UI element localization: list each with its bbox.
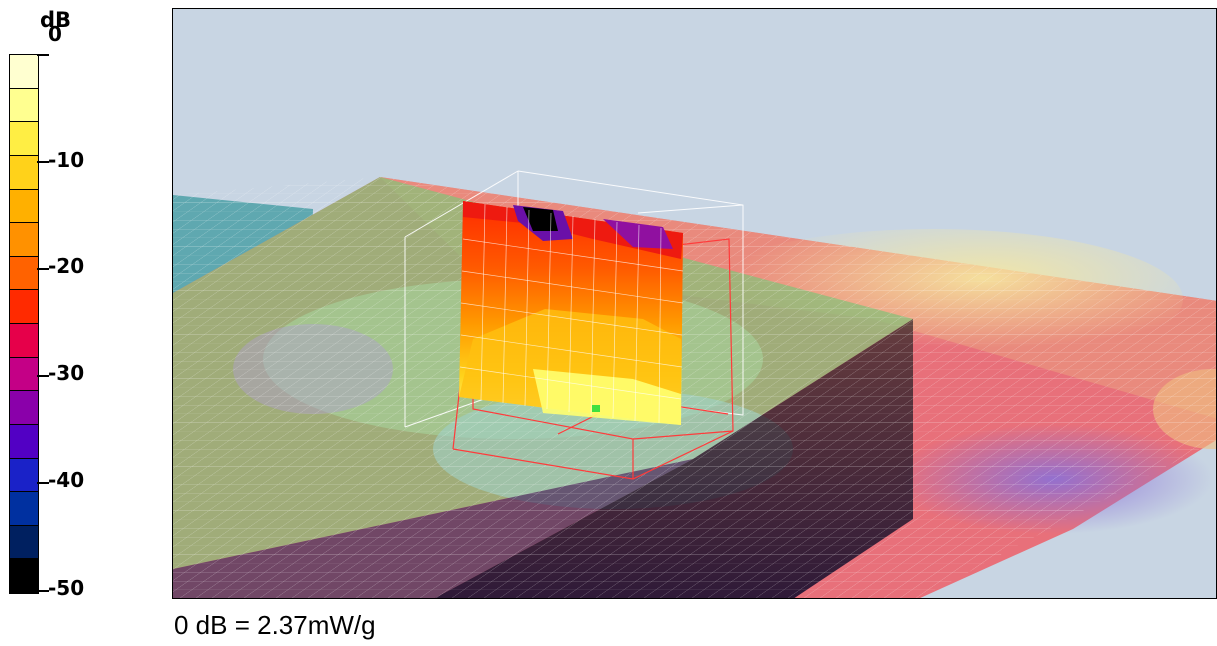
legend-color-band [10, 55, 38, 89]
legend-tick [37, 161, 49, 163]
legend-label-minus30: -30 [48, 361, 85, 385]
legend-color-band [10, 391, 38, 425]
legend-color-band [10, 155, 38, 190]
legend-color-band [10, 357, 38, 392]
legend-color-band [10, 189, 38, 224]
legend-tick [37, 54, 49, 56]
measurement-grid [173, 177, 1216, 598]
legend-color-band [10, 88, 38, 123]
legend-label-minus40: -40 [48, 468, 85, 492]
legend-tick [37, 482, 49, 484]
legend-color-band [10, 492, 38, 526]
legend-tick [37, 590, 49, 592]
legend-color-band [10, 525, 38, 560]
legend-unit-label: dB [40, 8, 72, 32]
legend-label-0: 0 [48, 22, 62, 46]
legend-color-band [10, 458, 38, 493]
legend-color-band [10, 559, 38, 593]
legend-label-minus20: -20 [48, 254, 85, 278]
legend-color-band [10, 256, 38, 291]
sar-zoom-plane [459, 201, 684, 425]
legend-label-minus10: -10 [48, 148, 85, 172]
legend-color-band [10, 122, 38, 156]
legend-tick [37, 375, 49, 377]
legend-color-band [10, 324, 38, 358]
legend-color-band [10, 223, 38, 257]
legend-color-bar [9, 54, 39, 594]
legend-label-minus50: -50 [48, 576, 85, 600]
legend-tick [37, 268, 49, 270]
legend-color-band [10, 424, 38, 459]
reference-level-caption: 0 dB = 2.37mW/g [174, 610, 376, 640]
sar-3d-plot[interactable] [172, 8, 1217, 599]
color-scale-legend: dB 0 -10 -20 -30 -40 -50 [0, 0, 110, 620]
legend-color-band [10, 290, 38, 324]
plot-canvas [173, 170, 1216, 598]
